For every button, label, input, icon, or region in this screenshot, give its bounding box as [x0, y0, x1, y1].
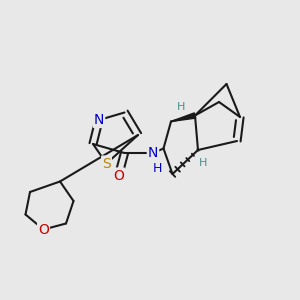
Text: H: H [199, 158, 208, 169]
Text: S: S [102, 157, 111, 170]
Polygon shape [171, 113, 196, 122]
Text: O: O [38, 223, 49, 236]
Text: N: N [148, 146, 158, 160]
Text: H: H [153, 161, 162, 175]
Text: O: O [113, 169, 124, 182]
Text: N: N [94, 113, 104, 127]
Text: H: H [177, 102, 186, 112]
